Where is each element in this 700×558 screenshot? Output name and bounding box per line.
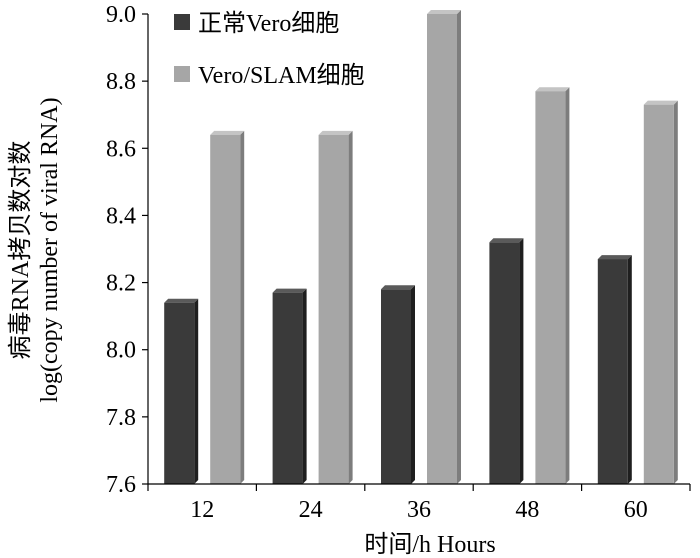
x-tick-label: 60: [624, 497, 648, 523]
bar-face: [210, 134, 241, 484]
bar-side: [240, 130, 245, 484]
y-axis-ticks: 7.6 7.8 8.0 8.2 8.4 8.6 8.8 9.0: [106, 2, 148, 498]
bar-top: [427, 10, 461, 14]
bar-normal-vero-48: [489, 238, 524, 484]
bar-face: [318, 134, 349, 484]
bar-normal-vero-36: [381, 285, 415, 484]
bar-side: [411, 285, 415, 484]
bar-face: [597, 259, 628, 484]
y-tick-label: 7.6: [106, 472, 136, 498]
y-tick-label: 7.8: [106, 405, 136, 431]
bar-side: [194, 298, 199, 484]
bar-top: [535, 87, 570, 92]
bar-face: [643, 104, 674, 485]
y-tick-label: 8.8: [106, 69, 136, 95]
bar-top: [489, 238, 524, 243]
bar-vero-slam-60: [643, 100, 678, 485]
legend-swatch-normal-vero: [174, 14, 190, 30]
bar-vero-slam-24: [318, 130, 353, 484]
legend-label-vero-slam: Vero/SLAM细胞: [198, 62, 365, 89]
x-tick-label: 12: [190, 497, 214, 523]
bar-side: [673, 100, 678, 485]
bar-vero-slam-36: [427, 10, 461, 484]
x-axis-title: 时间/h Hours: [364, 531, 495, 558]
bar-face: [272, 292, 303, 484]
bar-normal-vero-12: [164, 298, 199, 484]
y-tick-label: 8.4: [106, 203, 136, 229]
x-tick-label: 36: [407, 497, 431, 523]
x-axis-ticks: 12 24 36 48 60: [147, 484, 691, 523]
bar-top: [643, 100, 678, 105]
bar-side: [457, 10, 461, 484]
y-tick-label: 9.0: [106, 2, 136, 28]
bar-face: [381, 289, 411, 484]
bar-side: [627, 255, 632, 484]
bar-face: [427, 14, 457, 484]
y-tick-label: 8.2: [106, 271, 136, 297]
x-tick-label: 24: [299, 497, 323, 523]
bar-side: [519, 238, 524, 484]
bar-top: [318, 130, 353, 135]
bar-top: [272, 288, 307, 293]
bar-normal-vero-24: [272, 288, 307, 484]
bar-normal-vero-60: [597, 255, 632, 484]
x-tick-label: 48: [515, 497, 539, 523]
bar-face: [164, 302, 195, 484]
bar-vero-slam-48: [535, 87, 570, 484]
bar-top: [381, 285, 415, 290]
bar-face: [489, 242, 520, 484]
bar-side: [348, 130, 353, 484]
bar-face: [535, 91, 566, 484]
bar-side: [565, 87, 570, 484]
legend-swatch-vero-slam: [174, 66, 190, 82]
y-tick-label: 8.0: [106, 338, 136, 364]
y-tick-label: 8.6: [106, 136, 136, 162]
legend: 正常Vero细胞 Vero/SLAM细胞: [174, 10, 365, 89]
bars: [164, 10, 678, 485]
y-axis-title-line1: 病毒RNA拷贝数对数: [7, 141, 34, 360]
legend-label-normal-vero: 正常Vero细胞: [198, 10, 339, 37]
bar-vero-slam-12: [210, 130, 245, 484]
bar-top: [597, 255, 632, 260]
bar-side: [302, 288, 307, 484]
bar-top: [210, 130, 245, 135]
y-axis-title-line2: log(copy number of viral RNA): [37, 97, 63, 402]
bar-top: [164, 298, 199, 303]
